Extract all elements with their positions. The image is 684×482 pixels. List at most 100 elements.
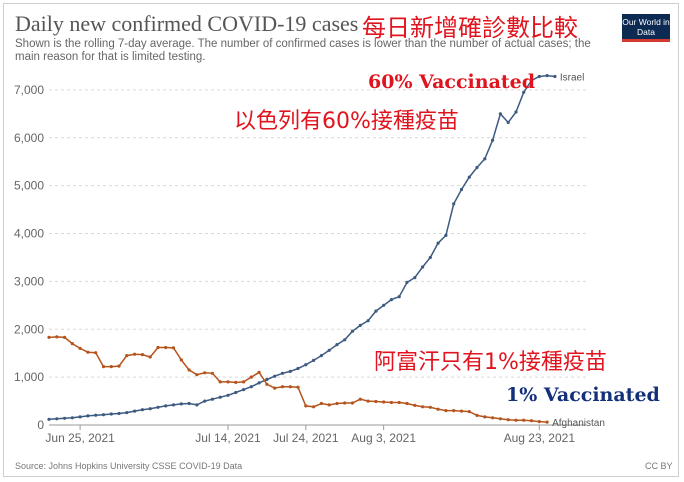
data-point-afghanistan <box>358 397 362 401</box>
data-point-afghanistan <box>475 413 479 417</box>
data-point-afghanistan <box>265 382 269 386</box>
data-point-afghanistan <box>529 419 534 423</box>
data-point-afghanistan <box>242 380 246 384</box>
data-point-israel <box>304 363 308 367</box>
data-point-israel <box>86 414 90 418</box>
data-point-israel <box>553 74 557 79</box>
data-point-afghanistan <box>374 399 378 404</box>
data-point-israel <box>312 358 316 362</box>
chart-frame <box>3 3 679 477</box>
logo-text: Our World in Data <box>622 17 670 37</box>
afghanistan-note: 阿富汗只有1%接種疫苗 <box>374 350 607 375</box>
y-tick-label: 2,000 <box>14 322 44 336</box>
data-point-israel <box>164 404 168 408</box>
data-point-israel <box>210 397 214 401</box>
data-point-afghanistan <box>467 410 471 414</box>
data-point-afghanistan <box>125 354 129 358</box>
data-point-israel <box>140 408 144 412</box>
data-point-israel <box>529 78 534 82</box>
data-point-israel <box>203 399 207 403</box>
data-point-afghanistan <box>350 401 355 405</box>
x-tick-label: Aug 3, 2021 <box>351 431 416 445</box>
data-point-israel <box>288 369 292 373</box>
data-point-israel <box>475 165 479 170</box>
data-point-afghanistan <box>280 385 285 389</box>
data-point-israel <box>537 74 541 79</box>
data-point-afghanistan <box>288 385 292 389</box>
data-point-afghanistan <box>210 371 214 375</box>
data-point-afghanistan <box>498 417 502 421</box>
data-point-israel <box>94 413 98 417</box>
data-point-israel <box>428 255 432 260</box>
data-point-afghanistan <box>397 400 401 405</box>
y-tick-label: 7,000 <box>14 83 44 97</box>
data-point-afghanistan <box>234 380 238 384</box>
data-point-afghanistan <box>203 371 207 375</box>
data-point-afghanistan <box>249 375 253 379</box>
data-point-afghanistan <box>171 346 176 350</box>
data-point-israel <box>483 157 487 161</box>
data-point-israel <box>459 187 464 192</box>
data-point-israel <box>234 390 238 395</box>
data-point-israel <box>47 417 51 421</box>
data-point-israel <box>63 416 67 420</box>
data-point-afghanistan <box>545 420 549 424</box>
data-point-israel <box>405 280 409 284</box>
data-point-afghanistan <box>101 365 106 369</box>
data-point-israel <box>498 112 502 116</box>
israel-vaccinated-label: 60% Vaccinated <box>368 71 536 93</box>
data-point-afghanistan <box>506 418 510 422</box>
data-point-israel <box>467 175 471 179</box>
data-point-israel <box>101 413 106 417</box>
israel-note: 以色列有60%接種疫苗 <box>234 109 459 134</box>
data-point-israel <box>436 241 440 245</box>
data-point-israel <box>273 374 277 378</box>
data-point-israel <box>319 354 323 358</box>
data-point-israel <box>444 233 448 237</box>
data-point-israel <box>327 348 331 352</box>
data-point-israel <box>117 411 121 416</box>
owid-logo[interactable]: Our World in Data <box>622 14 670 42</box>
x-tick-label: Aug 23, 2021 <box>504 431 576 445</box>
data-point-israel <box>187 401 191 406</box>
data-point-afghanistan <box>483 415 487 419</box>
data-point-israel <box>249 385 253 389</box>
y-tick-label: 1,000 <box>14 370 44 384</box>
data-point-israel <box>242 388 246 392</box>
data-point-israel <box>257 381 261 385</box>
data-point-afghanistan <box>257 370 261 374</box>
data-point-israel <box>195 403 199 407</box>
data-point-israel <box>280 371 285 375</box>
data-point-afghanistan <box>459 409 464 413</box>
y-tick-label: 5,000 <box>14 179 44 193</box>
data-point-israel <box>109 412 113 416</box>
x-tick-label: Jul 24, 2021 <box>273 431 339 445</box>
data-point-afghanistan <box>335 401 339 406</box>
data-point-afghanistan <box>179 358 183 362</box>
data-point-israel <box>148 407 152 411</box>
data-point-afghanistan <box>319 401 323 406</box>
data-point-afghanistan <box>117 364 121 368</box>
data-point-israel <box>382 303 386 307</box>
series-label-afghanistan: Afghanistan <box>552 418 605 429</box>
data-point-israel <box>491 138 495 142</box>
data-point-afghanistan <box>156 345 160 350</box>
data-point-afghanistan <box>218 380 222 384</box>
data-point-afghanistan <box>109 365 113 369</box>
chart-title: Daily new confirmed COVID-19 cases <box>15 11 359 36</box>
data-point-israel <box>125 411 129 415</box>
data-point-israel <box>506 120 510 125</box>
data-point-afghanistan <box>304 404 308 408</box>
data-point-afghanistan <box>514 418 518 422</box>
data-point-afghanistan <box>133 352 137 356</box>
data-point-israel <box>421 265 425 269</box>
overlay-title: 每日新增確診數比較 <box>362 14 578 42</box>
data-point-israel <box>133 409 137 413</box>
y-tick-label: 4,000 <box>14 227 44 241</box>
data-point-afghanistan <box>148 355 152 359</box>
data-point-israel <box>296 366 300 371</box>
y-tick-label: 0 <box>37 418 44 432</box>
data-point-israel <box>366 319 370 323</box>
data-point-israel <box>397 295 401 299</box>
data-point-israel <box>171 403 176 407</box>
